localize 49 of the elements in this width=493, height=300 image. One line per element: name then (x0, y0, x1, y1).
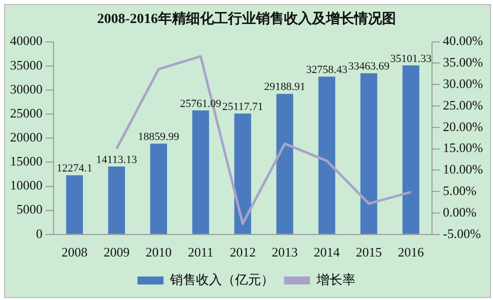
y2-tick-label: 40.00% (442, 33, 484, 48)
y2-tick-label: 10.00% (442, 162, 484, 177)
y-tick-label: 35000 (10, 57, 42, 72)
y2-tick-label: 30.00% (442, 76, 484, 92)
x-tick-label: 2016 (398, 244, 424, 260)
x-tick-label: 2014 (314, 244, 340, 260)
y2-tick-label: 25.00% (442, 97, 484, 112)
y2-tick-label: -5.00% (442, 226, 481, 241)
y-tick-label: 25000 (10, 105, 42, 120)
data-label: 25117.71 (222, 100, 264, 113)
y2-tick-label: 5.00% (442, 183, 477, 198)
bar (318, 76, 336, 234)
bar (402, 65, 420, 234)
y-tick-label: 40000 (10, 33, 42, 48)
data-label: 35101.33 (390, 52, 432, 65)
y-tick-label: 0 (36, 226, 42, 241)
x-tick-label: 2011 (188, 244, 214, 260)
x-tick-label: 2013 (272, 244, 298, 260)
data-label: 33463.69 (348, 60, 390, 73)
bar (150, 144, 168, 234)
x-tick-label: 2008 (62, 244, 88, 260)
bar (360, 73, 378, 234)
y-tick-label: 15000 (10, 154, 42, 169)
y-tick-label: 5000 (16, 202, 42, 217)
legend-label: 增长率 (316, 272, 356, 287)
data-label: 14113.13 (96, 154, 138, 166)
data-label: 29188.91 (264, 81, 306, 94)
bar (276, 94, 294, 234)
data-label: 25761.09 (180, 98, 222, 110)
y-tick-label: 20000 (10, 130, 42, 145)
y2-tick-label: 35.00% (442, 54, 484, 70)
data-label: 32758.43 (306, 64, 348, 76)
legend-label: 销售收入（亿元） (169, 272, 274, 287)
y2-tick-label: 15.00% (442, 140, 484, 156)
x-tick-label: 2015 (356, 244, 382, 260)
x-tick-label: 2012 (230, 244, 256, 260)
y-tick-label: 10000 (10, 178, 42, 193)
y2-tick-label: 0.00% (442, 204, 477, 220)
data-label: 12274.1 (56, 162, 92, 175)
bar (234, 113, 252, 234)
bar (192, 110, 210, 234)
x-tick-label: 2009 (104, 244, 130, 260)
data-label: 18859.99 (138, 130, 180, 143)
x-tick-label: 2010 (146, 244, 172, 260)
y2-tick-label: 20.00% (442, 118, 484, 134)
bar (108, 166, 125, 234)
chart-title: 2008-2016年精细化工行业销售收入及增长情况图 (97, 11, 396, 28)
y-tick-label: 30000 (10, 81, 42, 96)
bar (66, 175, 83, 234)
